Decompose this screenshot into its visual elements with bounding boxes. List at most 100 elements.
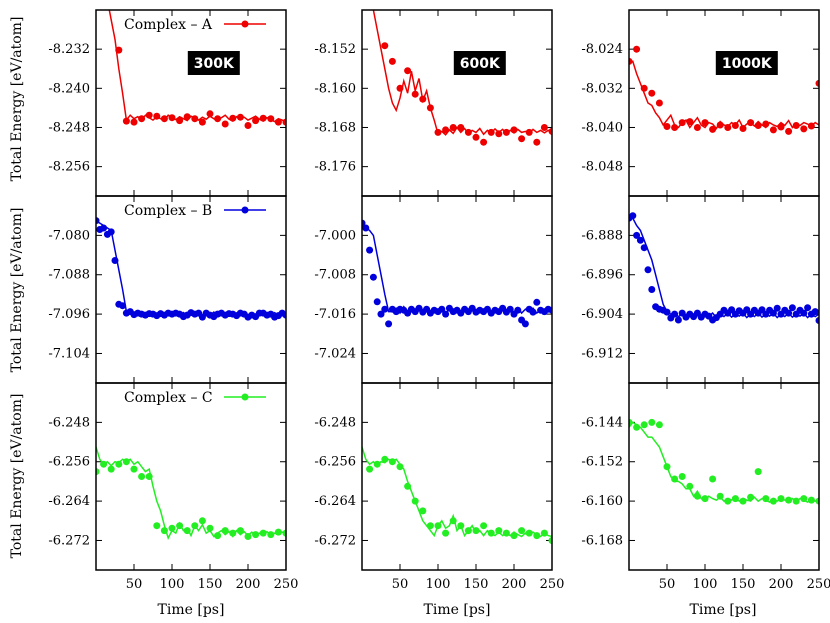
panel-c-1000k-data-point: [648, 418, 656, 426]
panel-c-300k-data-point: [100, 460, 108, 468]
panel-b-1000k-data-point: [788, 304, 796, 312]
panel-a-300k-data-point: [122, 117, 130, 125]
panel-a-1000k-data-point: [716, 121, 724, 129]
panel-b-600k-data-point: [438, 305, 446, 313]
panel-a-1000k-data-point: [739, 125, 747, 132]
panel-a-600k-data-point: [472, 133, 480, 141]
panel-c-600k-data-point: [518, 527, 526, 535]
panel-a-600k-data-point: [502, 128, 510, 136]
xlabel-col-3: Time [ps]: [690, 602, 757, 618]
panel-a-300k-data-point: [176, 117, 184, 125]
panel-b-600k-data-point: [366, 246, 374, 254]
panel-a-300k-ytick-label: -8.256: [48, 160, 90, 175]
panel-c-300k-data-point: [221, 527, 229, 535]
panel-a-1000k-data-point: [640, 84, 648, 92]
panel-c-300k-data-point: [96, 468, 100, 476]
panel-a-300k-data-point: [138, 115, 146, 123]
panel-c-300k-data-point: [267, 531, 275, 539]
panel-b-1000k-data-point: [633, 231, 641, 239]
panel-a-600k-ytick-label: -8.168: [314, 120, 356, 135]
panel-a-300k-data-point: [267, 115, 275, 123]
panel-a-600k-ytick-label: -8.176: [314, 160, 356, 175]
panel-c-600k-data-point: [495, 527, 503, 535]
panel-c-300k-data-point: [274, 528, 282, 536]
panel-b-1000k-data-point: [785, 309, 793, 317]
panel-a-600k-data-point: [510, 126, 518, 134]
panel-b-600k-data-point: [533, 298, 541, 306]
panel-c-600k-data-point: [480, 522, 488, 530]
panel-a-1000k-data-point: [769, 126, 777, 134]
panel-a-300k-legend-marker: [241, 20, 249, 28]
panel-a-600k-data-point: [411, 90, 419, 98]
panel-a-300k-data-point: [259, 114, 267, 122]
panel-a-300k-data-point: [153, 112, 161, 120]
panel-c-300k-data-point: [191, 522, 199, 530]
panel-a-600k-data-point: [442, 126, 450, 134]
panel-b-300k-ytick-label: -7.080: [48, 228, 90, 243]
panel-a-600k-data-point: [457, 124, 465, 131]
panel-a-1000k-data-point: [671, 124, 679, 131]
panel-a-300k-data-point: [206, 110, 214, 118]
panel-c-1000k-data-point: [693, 492, 701, 500]
xlabel-col-2: Time [ps]: [424, 602, 491, 618]
panel-b-600k-ytick-label: -7.016: [314, 307, 356, 322]
panel-a-1000k: -8.024 -8.032 -8.040 -8.048 1000K: [581, 9, 820, 197]
panel-a-600k-ytick-label: -8.160: [314, 81, 356, 96]
panel-a-300k-ytick-label: -8.232: [48, 42, 90, 57]
panel-a-1000k-data-point: [815, 79, 819, 87]
panel-b-1000k-data-point: [671, 310, 679, 318]
panel-a-300k-data-point: [221, 120, 229, 128]
panel-c-300k-legend-text: Complex – C: [124, 390, 213, 406]
panel-c-600k-data-point: [533, 532, 541, 540]
panel-c-300k-data-point: [130, 465, 138, 473]
panel-a-600k-data-point: [495, 130, 503, 138]
panel-c-300k-data-point: [145, 473, 153, 480]
panel-b-1000k: -6.888 -6.896 -6.904 -6.912: [581, 195, 820, 384]
panel-b-300k-frame: [95, 195, 287, 384]
panel-c-1000k-xtick-label: 100: [693, 577, 718, 592]
ylabel-row-2: Total Energy [eV/atom]: [9, 208, 25, 373]
panel-a-1000k-data-point: [693, 124, 701, 131]
panel-c-1000k-data-point: [724, 497, 732, 505]
panel-a-300k-data-point: [160, 115, 168, 123]
panel-c-1000k-frame: [628, 382, 820, 571]
panel-a-1000k-ytick-label: -8.040: [581, 120, 623, 135]
panel-a-600k-data-point: [426, 104, 434, 112]
panel-a-600k-data-point: [404, 67, 412, 75]
panel-c-300k: -6.248 -6.256 -6.264 -6.272 50 100 150 200 250 Co…: [48, 382, 298, 592]
panel-c-300k-data-point: [252, 531, 260, 539]
panel-b-600k-data-point: [506, 305, 514, 313]
panel-a-600k-temperature-badge: [453, 51, 506, 75]
panel-c-300k-data-point: [168, 524, 176, 532]
panel-a-600k-data-point: [487, 128, 495, 136]
panel-b-1000k-data-point: [769, 309, 777, 317]
panel-b-1000k-data-point: [640, 244, 648, 252]
panel-a-1000k-data-point: [777, 123, 785, 131]
panel-a-600k-data-point: [434, 128, 442, 136]
panel-b-1000k-series-line: [629, 215, 819, 319]
panel-c-600k-xtick-label: 200: [502, 577, 527, 592]
panel-c-600k-xtick-label: 150: [464, 577, 489, 592]
panel-c-1000k-ytick-label: -6.152: [581, 455, 623, 470]
panel-c-300k-data-point: [229, 529, 237, 537]
panel-c-1000k-data-point: [663, 463, 671, 471]
panel-c-300k-data-point: [138, 473, 146, 480]
panel-a-1000k-data-point: [663, 123, 671, 130]
panel-a-300k-data-point: [198, 118, 206, 126]
panel-b-600k-data-point: [381, 305, 389, 313]
panel-b-600k-data-point: [529, 308, 537, 316]
panel-a-1000k-data-point: [747, 119, 755, 127]
panel-b-300k-ytick-label: -7.104: [48, 346, 90, 361]
panel-c-600k-data-point: [540, 529, 548, 537]
panel-a-300k: -8.232 -8.240 -8.248 -8.256 Complex – A 300K: [48, 9, 287, 197]
panel-c-1000k-data-point: [739, 497, 747, 505]
panel-c-300k-data-point: [107, 465, 115, 473]
panel-c-1000k-data-point: [792, 497, 800, 505]
panel-b-600k-data-point: [442, 310, 450, 318]
panel-a-600k-data-point: [548, 127, 552, 135]
panel-c-600k-data-point: [442, 529, 450, 537]
panel-c-600k-data-point: [373, 460, 381, 468]
panel-a-1000k-data-point: [701, 119, 709, 127]
panel-c-300k-xtick-label: 100: [160, 577, 185, 592]
panel-b-300k-data-point: [282, 311, 286, 319]
